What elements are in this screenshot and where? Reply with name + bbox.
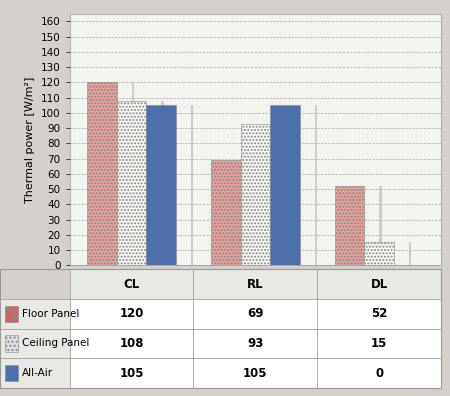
Bar xyxy=(379,186,382,265)
Bar xyxy=(317,269,441,299)
Bar xyxy=(194,269,317,299)
Bar xyxy=(70,269,194,299)
Text: 15: 15 xyxy=(371,337,387,350)
Bar xyxy=(285,124,288,265)
Text: 69: 69 xyxy=(247,307,264,320)
Text: DL: DL xyxy=(370,278,388,291)
Bar xyxy=(194,299,317,329)
Bar xyxy=(317,358,441,388)
Text: 0: 0 xyxy=(375,367,383,380)
Bar xyxy=(117,101,147,265)
Bar xyxy=(70,299,194,329)
Bar xyxy=(364,242,394,265)
Bar xyxy=(131,82,134,265)
Bar xyxy=(240,124,270,265)
Bar xyxy=(211,160,240,265)
Text: 105: 105 xyxy=(119,367,144,380)
Bar xyxy=(409,242,411,265)
Bar xyxy=(70,358,194,388)
Bar xyxy=(0,329,70,358)
Text: All-Air: All-Air xyxy=(22,368,53,378)
Bar xyxy=(0,358,70,388)
Bar xyxy=(5,306,18,322)
Text: 120: 120 xyxy=(119,307,144,320)
Bar xyxy=(315,105,317,265)
Text: Floor Panel: Floor Panel xyxy=(22,309,79,319)
Text: 108: 108 xyxy=(119,337,144,350)
Bar xyxy=(0,269,441,388)
Bar xyxy=(70,329,194,358)
Bar xyxy=(317,329,441,358)
Text: 93: 93 xyxy=(247,337,264,350)
Bar xyxy=(147,105,176,265)
Text: 105: 105 xyxy=(243,367,268,380)
Bar xyxy=(256,160,258,265)
Text: 52: 52 xyxy=(371,307,387,320)
Bar xyxy=(317,299,441,329)
Bar xyxy=(335,186,365,265)
Bar xyxy=(194,329,317,358)
Bar xyxy=(5,365,18,381)
Text: Ceiling Panel: Ceiling Panel xyxy=(22,339,89,348)
Bar xyxy=(194,358,317,388)
Bar xyxy=(5,335,18,352)
Text: CL: CL xyxy=(123,278,140,291)
Text: RL: RL xyxy=(247,278,264,291)
Y-axis label: Thermal power [W/m²]: Thermal power [W/m²] xyxy=(25,76,36,203)
Bar xyxy=(0,299,70,329)
Bar xyxy=(191,105,193,265)
Bar xyxy=(161,101,164,265)
Bar xyxy=(270,105,300,265)
Bar xyxy=(87,82,117,265)
